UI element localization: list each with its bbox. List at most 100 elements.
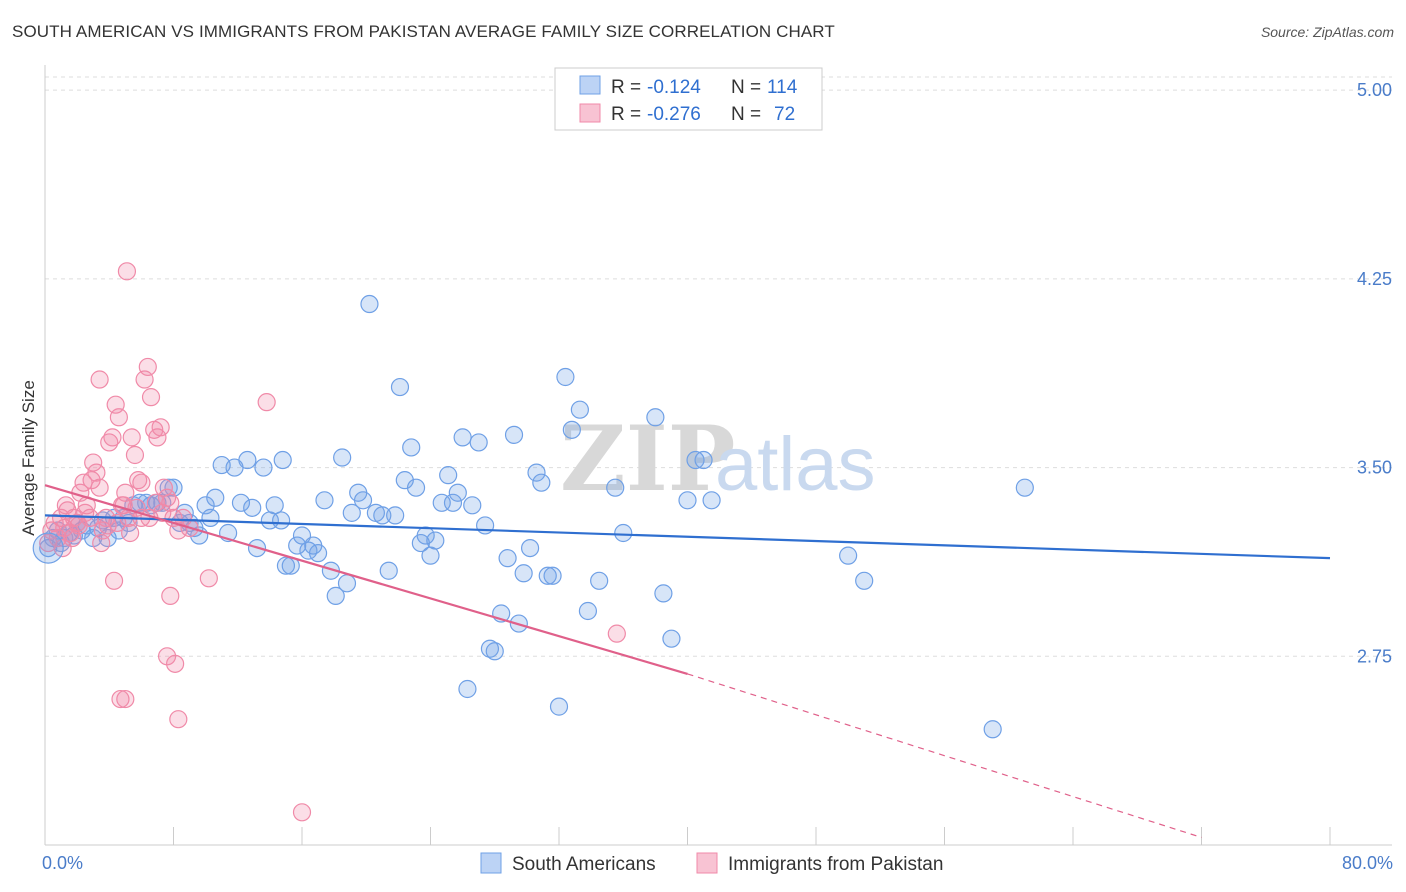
point-pakistan	[117, 262, 137, 281]
y-tick-label: 4.25	[1357, 269, 1392, 289]
point-south-americans	[32, 532, 64, 564]
point-south-americans	[543, 566, 562, 585]
bottom-legend: South Americans Immigrants from Pakistan	[480, 852, 943, 875]
point-pakistan	[92, 533, 111, 553]
y-tick-labels: 2.75 3.50 4.25 5.00	[1357, 80, 1392, 666]
watermark-atlas: atlas	[715, 422, 876, 507]
y-tick-label: 3.50	[1357, 458, 1392, 478]
point-south-americans	[164, 478, 183, 497]
point-south-americans	[458, 679, 477, 699]
bottom-legend-swatch-pink	[696, 852, 718, 874]
point-pakistan	[132, 473, 151, 492]
legend-r-value-1: -0.124	[647, 77, 701, 98]
point-south-americans	[678, 491, 697, 510]
point-south-americans	[702, 491, 721, 510]
legend-swatch-pink	[579, 103, 601, 123]
x-tick-label: 0.0%	[42, 853, 83, 873]
point-pakistan	[129, 471, 148, 490]
point-pakistan	[153, 503, 172, 522]
point-south-americans	[556, 367, 575, 387]
point-south-americans	[342, 503, 361, 522]
point-pakistan	[90, 370, 109, 389]
legend-r-label-2: R =	[611, 104, 641, 125]
point-south-americans	[532, 473, 551, 492]
point-south-americans	[402, 438, 421, 457]
y-axis-label: Average Family Size	[19, 380, 38, 536]
point-south-americans	[855, 571, 874, 590]
point-south-americans	[839, 546, 858, 565]
point-pakistan	[84, 453, 103, 472]
legend-swatch-blue	[579, 75, 601, 95]
data-points	[32, 262, 1034, 822]
source-label: Source: ZipAtlas.com	[1260, 24, 1394, 40]
point-pakistan	[56, 496, 75, 515]
point-south-americans	[308, 544, 328, 563]
point-south-americans	[504, 425, 524, 444]
point-south-americans	[498, 549, 517, 568]
y-tick-label: 2.75	[1357, 646, 1392, 666]
legend-box: R = -0.124 N = 114 R = -0.276 N = 72	[554, 67, 823, 131]
trend-line-south-americans	[44, 514, 1331, 560]
legend-n-label-1: N =	[731, 77, 761, 98]
point-south-americans	[538, 566, 557, 585]
bottom-legend-swatch-blue	[480, 852, 502, 874]
point-pakistan	[138, 357, 157, 377]
point-south-americans	[337, 574, 357, 593]
point-pakistan	[116, 689, 135, 709]
point-south-americans	[201, 508, 220, 528]
legend-n-label-2: N =	[731, 104, 761, 125]
point-south-americans	[694, 450, 713, 470]
legend-r-label-1: R =	[611, 77, 641, 98]
point-pakistan	[121, 523, 140, 543]
legend-r-value-2: -0.276	[647, 104, 701, 125]
point-pakistan	[257, 393, 276, 412]
point-south-americans	[353, 491, 373, 510]
point-south-americans	[590, 571, 609, 590]
point-south-americans	[272, 511, 291, 530]
point-south-americans	[646, 408, 665, 427]
point-south-americans	[360, 294, 379, 314]
point-pakistan	[104, 571, 124, 590]
bottom-legend-label-pink: Immigrants from Pakistan	[728, 854, 943, 875]
point-pakistan	[161, 586, 180, 606]
point-south-americans	[578, 601, 598, 621]
bottom-legend-label-blue: South Americans	[512, 854, 656, 875]
point-south-americans	[276, 556, 296, 575]
point-south-americans	[243, 498, 262, 517]
grid-lines	[45, 76, 1392, 657]
point-pakistan	[76, 503, 95, 522]
point-south-americans	[273, 450, 292, 470]
point-pakistan	[199, 569, 218, 588]
point-pakistan	[292, 803, 312, 822]
point-south-americans	[463, 496, 482, 515]
point-pakistan	[146, 493, 165, 512]
point-pakistan	[169, 710, 188, 729]
point-pakistan	[607, 624, 626, 643]
point-south-americans	[265, 496, 284, 515]
point-south-americans	[614, 523, 633, 543]
chart-title: SOUTH AMERICAN VS IMMIGRANTS FROM PAKIST…	[12, 22, 835, 41]
point-south-americans	[386, 506, 405, 525]
point-south-americans	[480, 639, 500, 658]
point-south-americans	[476, 516, 495, 535]
point-south-americans	[206, 488, 225, 507]
point-pakistan	[122, 428, 141, 447]
point-pakistan	[125, 445, 145, 465]
point-south-americans	[326, 586, 345, 606]
trend-lines	[44, 484, 1331, 839]
point-south-americans	[333, 448, 352, 467]
point-south-americans	[570, 400, 589, 419]
point-pakistan	[109, 408, 128, 427]
point-pakistan	[82, 471, 101, 490]
point-south-americans	[406, 478, 426, 497]
x-tick-label: 80.0%	[1342, 853, 1393, 873]
axes	[44, 65, 1392, 846]
trend-line-pakistan-extension	[687, 673, 1202, 839]
point-south-americans	[421, 546, 440, 565]
point-south-americans	[527, 463, 546, 482]
point-south-americans	[1015, 478, 1034, 497]
point-south-americans	[520, 538, 540, 558]
point-south-americans	[448, 483, 467, 502]
point-south-americans	[390, 377, 410, 397]
point-south-americans	[379, 561, 398, 580]
